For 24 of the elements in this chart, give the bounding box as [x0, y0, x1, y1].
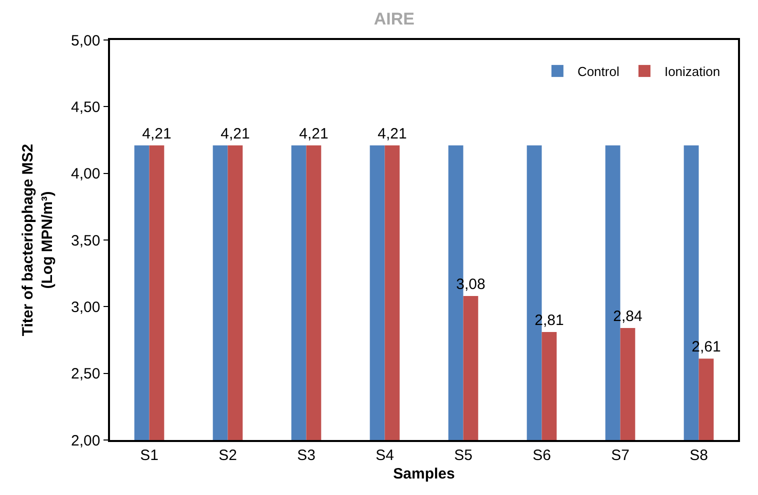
legend-label: Ionization — [664, 64, 720, 80]
y-axis-title: Titer of bacteriophage MS2 (Log MPN/m³) — [19, 144, 56, 336]
x-tick-label: S2 — [218, 446, 237, 464]
x-axis-title: Samples — [393, 465, 455, 482]
y-tick-label: 2,00 — [71, 432, 100, 450]
y-tick-label: 4,00 — [71, 166, 100, 183]
x-tick-label: S5 — [454, 446, 472, 464]
x-tick-label: S8 — [690, 446, 708, 464]
y-tick-label: 4,50 — [71, 98, 100, 116]
x-tick-label: S1 — [140, 446, 158, 464]
y-tick-label: 3,00 — [71, 298, 100, 316]
y-tick-label: 3,50 — [71, 232, 100, 250]
data-label: 4,21 — [142, 125, 172, 142]
x-tick-label: S4 — [376, 446, 394, 464]
data-label: 4,21 — [299, 125, 328, 142]
data-label: 4,21 — [220, 125, 250, 142]
chart-title: AIRE — [374, 9, 414, 28]
x-tick-label: S7 — [611, 446, 630, 464]
legend-label: Control — [577, 64, 620, 80]
y-tick-label: 5,00 — [71, 32, 100, 50]
x-tick-label: S3 — [297, 446, 316, 464]
data-label: 4,21 — [378, 125, 407, 142]
x-tick-label: S6 — [532, 446, 551, 464]
y-tick-label: 2,50 — [71, 366, 100, 383]
